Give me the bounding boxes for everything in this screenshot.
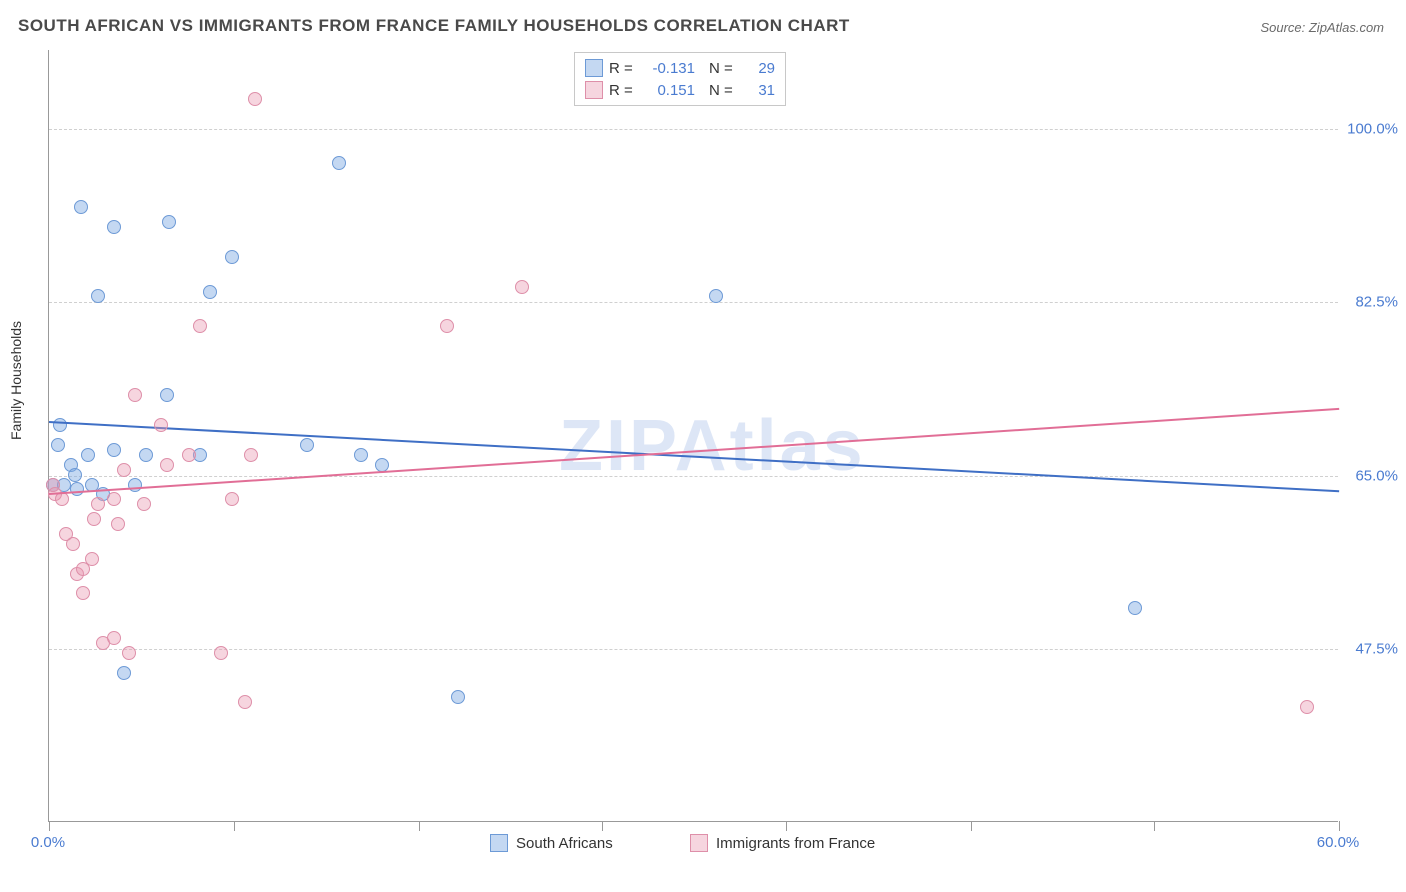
scatter-point	[107, 443, 121, 457]
y-tick-label: 47.5%	[1343, 640, 1398, 657]
x-tick	[1154, 821, 1155, 831]
scatter-point	[91, 497, 105, 511]
scatter-point	[332, 156, 346, 170]
legend-label: Immigrants from France	[716, 835, 875, 852]
legend-r-label: R =	[609, 82, 639, 99]
scatter-point	[66, 537, 80, 551]
chart-title: SOUTH AFRICAN VS IMMIGRANTS FROM FRANCE …	[18, 16, 850, 36]
scatter-point	[137, 497, 151, 511]
y-tick-label: 82.5%	[1343, 294, 1398, 311]
scatter-point	[162, 215, 176, 229]
scatter-point	[87, 512, 101, 526]
scatter-point	[122, 646, 136, 660]
scatter-point	[91, 289, 105, 303]
scatter-point	[375, 458, 389, 472]
scatter-point	[117, 666, 131, 680]
scatter-point	[53, 418, 67, 432]
scatter-point	[70, 482, 84, 496]
scatter-point	[128, 388, 142, 402]
scatter-point	[182, 448, 196, 462]
y-tick-label: 100.0%	[1343, 121, 1398, 138]
scatter-point	[1300, 700, 1314, 714]
legend-row-blue: R = -0.131 N = 29	[585, 57, 775, 79]
scatter-point	[354, 448, 368, 462]
scatter-point	[160, 388, 174, 402]
legend-r-value: 0.151	[645, 82, 695, 99]
scatter-point	[107, 631, 121, 645]
scatter-point	[193, 319, 207, 333]
legend-n-label: N =	[709, 82, 739, 99]
scatter-point	[111, 517, 125, 531]
y-tick-label: 65.0%	[1343, 467, 1398, 484]
scatter-point	[244, 448, 258, 462]
x-tick-end: 60.0%	[1317, 834, 1360, 851]
legend-row-pink: R = 0.151 N = 31	[585, 79, 775, 101]
series-legend-2: Immigrants from France	[690, 834, 875, 852]
scatter-point	[154, 418, 168, 432]
scatter-point	[300, 438, 314, 452]
series-legend-1: South Africans	[490, 834, 613, 852]
scatter-point	[51, 438, 65, 452]
scatter-point	[214, 646, 228, 660]
y-axis-label: Family Households	[8, 321, 24, 440]
scatter-point	[74, 200, 88, 214]
trend-line	[49, 408, 1339, 495]
scatter-point	[139, 448, 153, 462]
scatter-point	[160, 458, 174, 472]
x-tick	[419, 821, 420, 831]
scatter-point	[515, 280, 529, 294]
plot-area: ZIPAtlas R = -0.131 N = 29 R = 0.151 N =…	[48, 50, 1338, 822]
swatch-icon	[490, 834, 508, 852]
correlation-legend: R = -0.131 N = 29 R = 0.151 N = 31	[574, 52, 786, 106]
x-tick	[971, 821, 972, 831]
x-tick	[49, 821, 50, 831]
source-attribution: Source: ZipAtlas.com	[1260, 20, 1384, 35]
gridline	[49, 649, 1338, 650]
scatter-point	[85, 552, 99, 566]
x-tick-start: 0.0%	[31, 834, 65, 851]
scatter-point	[81, 448, 95, 462]
scatter-point	[238, 695, 252, 709]
gridline	[49, 129, 1338, 130]
x-tick	[602, 821, 603, 831]
x-tick	[1339, 821, 1340, 831]
scatter-point	[107, 220, 121, 234]
legend-r-value: -0.131	[645, 60, 695, 77]
swatch-icon	[585, 81, 603, 99]
scatter-point	[248, 92, 262, 106]
legend-label: South Africans	[516, 835, 613, 852]
gridline	[49, 476, 1338, 477]
scatter-point	[225, 492, 239, 506]
swatch-icon	[690, 834, 708, 852]
scatter-point	[203, 285, 217, 299]
legend-r-label: R =	[609, 60, 639, 77]
scatter-point	[709, 289, 723, 303]
scatter-point	[107, 492, 121, 506]
scatter-point	[225, 250, 239, 264]
scatter-point	[451, 690, 465, 704]
x-tick	[786, 821, 787, 831]
scatter-point	[117, 463, 131, 477]
legend-n-value: 31	[745, 82, 775, 99]
x-tick	[234, 821, 235, 831]
scatter-point	[68, 468, 82, 482]
swatch-icon	[585, 59, 603, 77]
legend-n-value: 29	[745, 60, 775, 77]
gridline	[49, 302, 1338, 303]
scatter-point	[440, 319, 454, 333]
scatter-point	[1128, 601, 1142, 615]
legend-n-label: N =	[709, 60, 739, 77]
scatter-point	[76, 586, 90, 600]
